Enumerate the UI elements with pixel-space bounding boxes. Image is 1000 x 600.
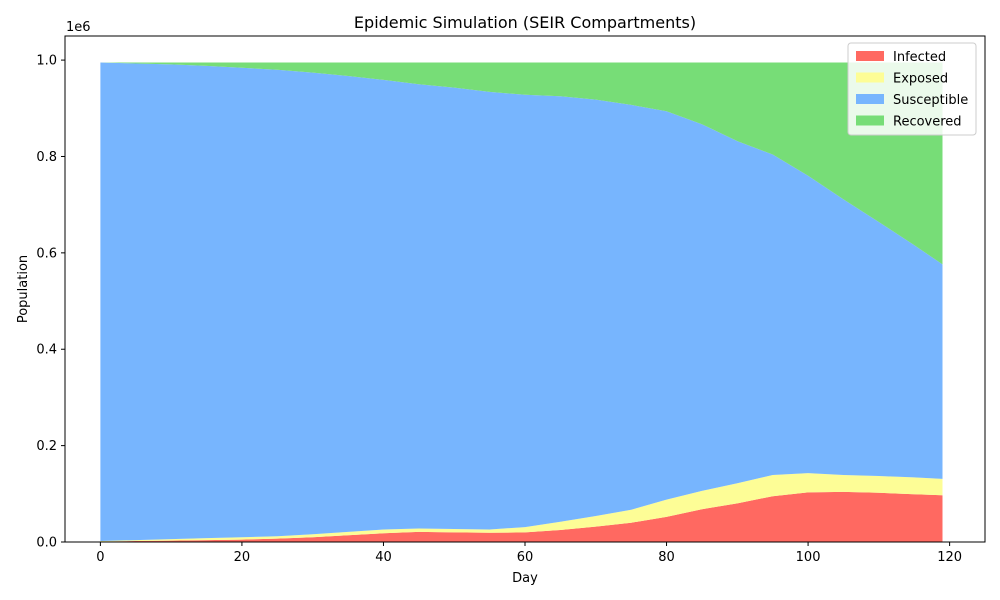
area-exposed [100,473,943,542]
x-tick-label: 100 [796,550,821,565]
legend-label-susceptible: Susceptible [893,93,968,108]
legend-swatch-susceptible [856,94,884,104]
y-axis: 0.0 0.2 0.4 0.6 0.8 1.0 [36,54,65,551]
x-axis: 0 20 40 60 80 100 120 [96,542,962,565]
chart-title: Epidemic Simulation (SEIR Compartments) [354,13,696,32]
legend-box [847,42,977,136]
y-tick-label: 1.0 [36,54,57,69]
legend-label-exposed: Exposed [893,72,948,87]
y-tick-label: 0.8 [36,150,57,165]
area-susceptible [100,62,943,541]
y-tick-label: 0.4 [36,343,57,358]
legend-swatch-infected [856,51,884,61]
x-tick-label: 40 [375,550,392,565]
x-axis-label: Day [512,571,538,586]
x-tick-label: 0 [96,550,104,565]
x-tick-label: 120 [937,550,962,565]
legend: Infected Exposed Susceptible Recovered [847,42,977,136]
stacked-areas [100,62,943,542]
y-offset-label: 1e6 [66,20,91,35]
y-tick-label: 0.2 [36,439,57,454]
area-recovered [100,62,943,265]
x-tick-label: 80 [658,550,675,565]
x-tick-label: 60 [517,550,534,565]
y-tick-label: 0.6 [36,246,57,261]
legend-swatch-recovered [856,115,884,126]
legend-swatch-exposed [856,72,884,83]
area-infected [100,491,943,542]
x-tick-label: 20 [234,550,251,565]
legend-label-recovered: Recovered [893,115,962,130]
legend-label-infected: Infected [893,50,946,65]
y-axis-label: Population [16,255,31,323]
y-tick-label: 0.0 [36,536,57,551]
